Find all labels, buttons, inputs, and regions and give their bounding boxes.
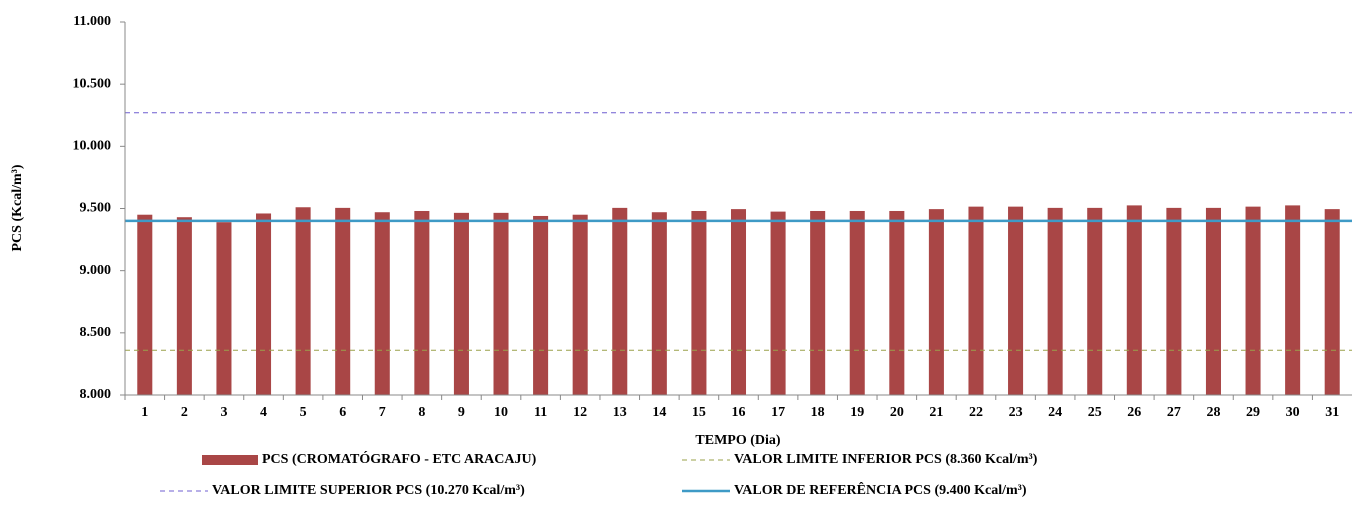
legend-label: VALOR LIMITE INFERIOR PCS (8.360 Kcal/m³… — [734, 452, 1038, 467]
bar — [1205, 207, 1221, 395]
x-tick-label: 23 — [1009, 405, 1023, 420]
x-axis-label: TEMPO (Dia) — [695, 433, 780, 448]
x-tick-label: 21 — [929, 405, 943, 420]
x-tick-label: 10 — [494, 405, 508, 420]
x-tick-label: 29 — [1246, 405, 1260, 420]
bar — [810, 210, 826, 395]
bar — [216, 222, 232, 395]
x-tick-label: 4 — [260, 405, 267, 420]
bar — [968, 206, 984, 395]
x-tick-label: 8 — [418, 405, 425, 420]
x-tick-label: 13 — [613, 405, 627, 420]
y-tick-label: 11.000 — [73, 14, 111, 29]
x-tick-label: 9 — [458, 405, 465, 420]
x-tick-label: 11 — [534, 405, 547, 420]
bar — [493, 212, 509, 395]
x-tick-label: 3 — [220, 405, 227, 420]
bar — [1047, 207, 1063, 395]
x-tick-label: 26 — [1127, 405, 1141, 420]
bar — [1087, 207, 1103, 395]
y-tick-label: 10.000 — [73, 139, 112, 154]
legend-label: VALOR DE REFERÊNCIA PCS (9.400 Kcal/m³) — [734, 481, 1027, 498]
x-tick-label: 14 — [652, 405, 666, 420]
x-tick-label: 6 — [339, 405, 346, 420]
bar — [533, 215, 549, 395]
x-tick-label: 30 — [1286, 405, 1300, 420]
bar — [889, 210, 905, 395]
bar — [374, 212, 390, 395]
x-tick-label: 15 — [692, 405, 706, 420]
bar — [849, 210, 865, 395]
bar — [572, 214, 588, 395]
legend-label: PCS (CROMATÓGRAFO - ETC ARACAJU) — [262, 450, 537, 467]
y-axis-label: PCS (Kcal/m³) — [10, 164, 25, 251]
bar — [137, 214, 153, 395]
bar — [770, 211, 786, 395]
bar — [612, 207, 628, 395]
y-tick-label: 8.500 — [80, 325, 112, 340]
bar — [176, 217, 192, 395]
bar — [928, 209, 944, 395]
legend-label: VALOR LIMITE SUPERIOR PCS (10.270 Kcal/m… — [212, 483, 525, 498]
x-tick-label: 25 — [1088, 405, 1102, 420]
x-tick-label: 24 — [1048, 405, 1062, 420]
y-tick-label: 9.000 — [80, 263, 112, 278]
bar — [1166, 207, 1182, 395]
bar — [453, 212, 469, 395]
x-tick-label: 2 — [181, 405, 188, 420]
y-tick-label: 8.000 — [80, 387, 112, 402]
x-tick-label: 16 — [732, 405, 746, 420]
x-tick-label: 18 — [811, 405, 825, 420]
x-tick-label: 27 — [1167, 405, 1181, 420]
x-tick-label: 7 — [379, 405, 386, 420]
x-tick-label: 28 — [1206, 405, 1220, 420]
x-tick-label: 12 — [573, 405, 587, 420]
bar — [256, 213, 272, 395]
bar — [651, 212, 667, 395]
x-tick-label: 22 — [969, 405, 983, 420]
bar — [1008, 206, 1024, 395]
bar — [335, 207, 351, 395]
bar — [1285, 205, 1301, 395]
y-tick-label: 10.500 — [73, 76, 112, 91]
bar — [295, 207, 311, 395]
x-tick-label: 19 — [850, 405, 864, 420]
x-tick-label: 17 — [771, 405, 785, 420]
x-tick-label: 1 — [141, 405, 148, 420]
x-tick-label: 31 — [1325, 405, 1339, 420]
bar — [1324, 209, 1340, 395]
bar — [1126, 205, 1142, 395]
x-tick-label: 20 — [890, 405, 904, 420]
y-tick-label: 9.500 — [80, 201, 112, 216]
x-tick-label: 5 — [300, 405, 307, 420]
bar — [414, 210, 430, 395]
legend-swatch — [202, 455, 258, 465]
bar — [691, 210, 707, 395]
bar — [1245, 206, 1261, 395]
bar — [730, 209, 747, 395]
